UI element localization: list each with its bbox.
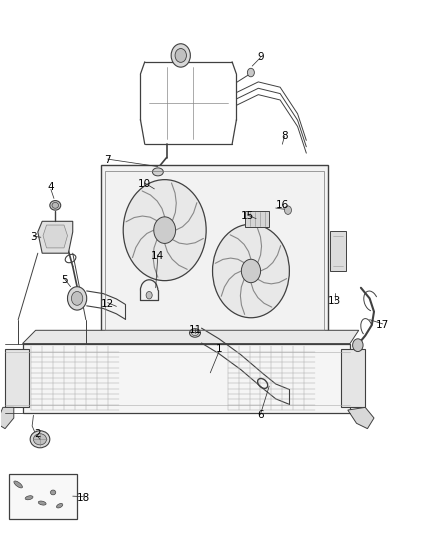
Circle shape [146, 292, 152, 299]
Circle shape [154, 217, 176, 244]
Text: 6: 6 [257, 410, 264, 421]
Ellipse shape [30, 431, 50, 448]
Text: 2: 2 [35, 429, 41, 439]
Text: 18: 18 [77, 492, 90, 503]
Ellipse shape [50, 200, 61, 210]
Circle shape [67, 287, 87, 310]
Text: 14: 14 [151, 251, 165, 261]
Circle shape [285, 206, 291, 214]
Circle shape [247, 68, 254, 77]
Text: 7: 7 [104, 155, 111, 165]
Text: 15: 15 [241, 211, 254, 221]
Bar [101, 165, 328, 336]
Circle shape [175, 49, 187, 62]
Polygon shape [0, 407, 14, 429]
Ellipse shape [33, 434, 46, 445]
Ellipse shape [191, 330, 198, 336]
Text: 9: 9 [257, 52, 264, 61]
Bar [10, 474, 77, 519]
Text: 11: 11 [188, 325, 201, 335]
Text: 16: 16 [276, 200, 289, 211]
Ellipse shape [57, 504, 63, 508]
Ellipse shape [149, 186, 158, 192]
Ellipse shape [152, 168, 163, 176]
Ellipse shape [52, 203, 59, 208]
Circle shape [123, 180, 206, 281]
Circle shape [241, 259, 261, 282]
Circle shape [353, 339, 363, 352]
Bar [22, 344, 350, 413]
Ellipse shape [50, 490, 56, 495]
Polygon shape [22, 330, 359, 344]
Text: 1: 1 [215, 344, 223, 354]
Polygon shape [38, 221, 73, 253]
Bar [5, 349, 29, 407]
Ellipse shape [14, 481, 22, 488]
Text: 12: 12 [101, 298, 114, 309]
Ellipse shape [38, 501, 46, 505]
Text: 5: 5 [61, 275, 67, 285]
Text: 3: 3 [30, 232, 37, 243]
Polygon shape [43, 225, 67, 248]
Circle shape [212, 224, 290, 318]
Text: 4: 4 [48, 182, 54, 192]
Text: 13: 13 [328, 296, 341, 306]
Text: 17: 17 [376, 320, 389, 330]
Circle shape [71, 292, 83, 305]
Circle shape [171, 44, 191, 67]
Bar [330, 231, 346, 271]
Bar [106, 171, 324, 330]
Bar [341, 349, 365, 407]
Polygon shape [348, 407, 374, 429]
Text: 10: 10 [138, 179, 152, 189]
Bar [245, 211, 269, 227]
Text: 8: 8 [281, 131, 288, 141]
Ellipse shape [25, 496, 33, 500]
